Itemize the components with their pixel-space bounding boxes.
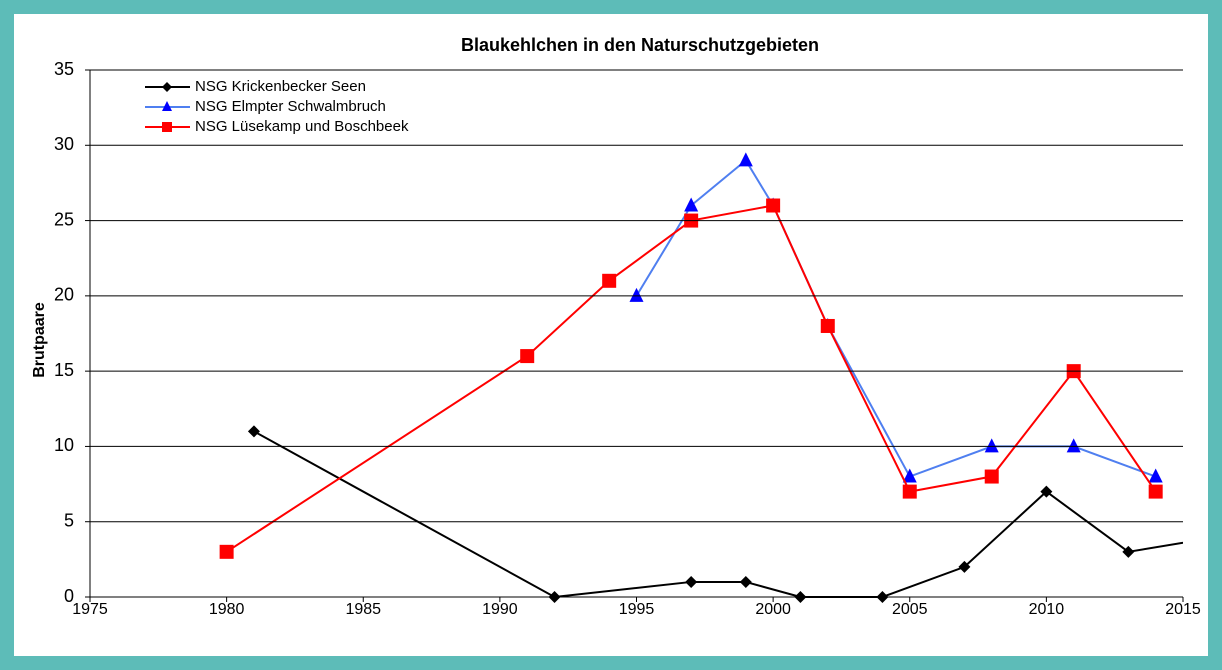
marker — [984, 469, 999, 484]
y-tick-label: 35 — [54, 59, 74, 79]
y-tick-label: 30 — [54, 134, 74, 154]
y-tick-label: 0 — [64, 586, 74, 606]
x-tick-label: 1995 — [619, 601, 655, 618]
chart-title: Blaukehlchen in den Naturschutzgebieten — [461, 35, 819, 55]
y-tick-label: 25 — [54, 209, 74, 229]
marker — [162, 101, 172, 111]
x-tick-label: 2000 — [755, 601, 791, 618]
y-tick-label: 10 — [54, 435, 74, 455]
legend-label: NSG Elmpter Schwalmbruch — [195, 98, 386, 115]
x-tick-label: 2010 — [1029, 601, 1065, 618]
marker — [219, 544, 234, 559]
marker — [1066, 438, 1081, 453]
x-tick-label: 1980 — [209, 601, 245, 618]
x-tick-label: 2005 — [892, 601, 928, 618]
marker — [162, 122, 172, 132]
marker — [902, 468, 917, 483]
marker — [902, 484, 917, 499]
marker — [162, 82, 172, 92]
marker — [766, 198, 781, 213]
marker — [247, 425, 260, 438]
marker — [1148, 468, 1163, 483]
series-line — [226, 204, 1157, 553]
chart-background — [14, 14, 1208, 656]
marker — [1040, 485, 1053, 498]
marker — [984, 438, 999, 453]
marker — [629, 287, 644, 302]
x-tick-label: 1975 — [72, 601, 108, 618]
marker — [684, 197, 699, 212]
legend-label: NSG Krickenbecker Seen — [195, 78, 366, 95]
plot-area — [219, 152, 1183, 603]
x-tick-label: 2015 — [1165, 601, 1201, 618]
y-tick-label: 20 — [54, 285, 74, 305]
y-tick-label: 5 — [64, 510, 74, 530]
y-axis-label: Brutpaare — [31, 302, 48, 378]
marker — [1148, 484, 1163, 499]
marker — [820, 318, 835, 333]
x-tick-label: 1985 — [345, 601, 381, 618]
marker — [602, 273, 617, 288]
legend-label: NSG Lüsekamp und Boschbeek — [195, 118, 409, 135]
marker — [958, 560, 971, 573]
marker — [1122, 545, 1135, 558]
marker — [738, 152, 753, 167]
marker — [739, 575, 752, 588]
marker — [685, 575, 698, 588]
marker — [520, 349, 535, 364]
x-tick-label: 1990 — [482, 601, 518, 618]
y-tick-label: 15 — [54, 360, 74, 380]
